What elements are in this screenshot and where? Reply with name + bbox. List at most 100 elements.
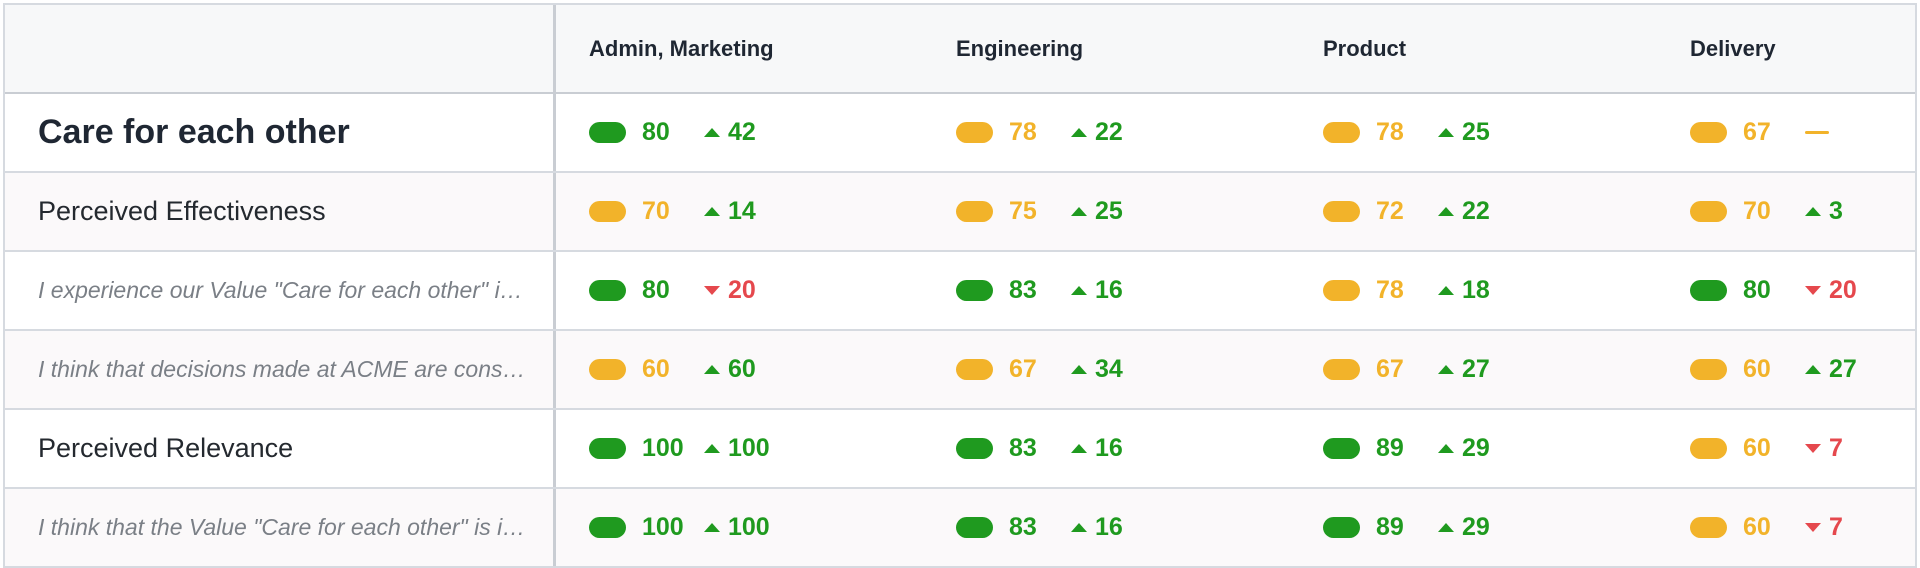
status-pill-icon [1690,122,1727,143]
delta-value: 29 [1462,513,1490,541]
score-value: 60 [642,355,670,383]
row-label-cell: I think that the Value "Care for each ot… [5,489,556,566]
status-pill-icon [1323,359,1360,380]
trend-up-icon [1071,444,1087,453]
status-pill-icon [956,359,993,380]
table-row[interactable]: I think that the Value "Care for each ot… [5,489,1915,568]
header-label-cell [5,5,556,92]
delta-value: 27 [1829,355,1857,383]
column-header-label: Product [1323,35,1407,61]
score-cell: 60 60 [556,331,923,408]
score-value: 89 [1376,434,1404,462]
score-cell: 100 100 [556,489,923,566]
score-cell: 60 7 [1657,410,1920,487]
score-value: 67 [1743,118,1771,146]
score-value: 67 [1376,355,1404,383]
table-row[interactable]: Perceived Effectiveness 70 14 75 25 72 22 70 3 [5,173,1915,252]
column-header[interactable]: Product [1290,5,1657,92]
trend-down-icon [1805,444,1821,453]
trend-up-icon [704,207,720,216]
status-pill-icon [589,517,626,538]
question-label: I think that the Value "Care for each ot… [38,514,529,540]
column-header[interactable]: Engineering [923,5,1290,92]
score-value: 100 [642,513,684,541]
delta-value: 42 [728,118,756,146]
score-value: 70 [642,197,670,225]
trend-delta: 14 [704,197,756,226]
status-pill-icon [1690,517,1727,538]
trend-up-icon [1438,523,1454,532]
trend-delta: 3 [1805,197,1843,226]
trend-up-icon [1071,365,1087,374]
table-row[interactable]: I think that decisions made at ACME are … [5,331,1915,410]
trend-delta: 100 [704,434,770,463]
score-value: 72 [1376,197,1404,225]
trend-up-icon [1438,365,1454,374]
trend-up-icon [1805,207,1821,216]
delta-value: 34 [1095,355,1123,383]
question-label: I think that decisions made at ACME are … [38,356,529,382]
score-cell: 89 29 [1290,410,1657,487]
table-row[interactable]: Care for each other 80 42 78 22 78 25 67 [5,94,1915,173]
score-value: 89 [1376,513,1404,541]
score-value: 83 [1009,276,1037,304]
table-row[interactable]: I experience our Value "Care for each ot… [5,252,1915,331]
score-value: 78 [1376,276,1404,304]
trend-delta: 34 [1071,355,1123,384]
score-value: 83 [1009,434,1037,462]
status-pill-icon [956,517,993,538]
column-header-label: Engineering [956,35,1084,61]
table-row[interactable]: Perceived Relevance 100 100 83 16 89 29 60 7 [5,410,1915,489]
trend-up-icon [1071,207,1087,216]
trend-down-icon [1805,523,1821,532]
score-cell: 70 3 [1657,173,1920,250]
score-value: 78 [1009,118,1037,146]
status-pill-icon [1323,201,1360,222]
trend-delta: 16 [1071,434,1123,463]
column-header[interactable]: Admin, Marketing [556,5,923,92]
row-cells: 70 14 75 25 72 22 70 3 [556,173,1920,250]
status-pill-icon [956,122,993,143]
delta-value: 16 [1095,434,1123,462]
delta-value: 100 [728,513,770,541]
score-value: 60 [1743,513,1771,541]
score-value: 75 [1009,197,1037,225]
row-label-cell: Care for each other [5,94,556,171]
score-cell: 67 34 [923,331,1290,408]
delta-value: 25 [1095,197,1123,225]
score-cell: 78 22 [923,94,1290,171]
score-cell: 80 42 [556,94,923,171]
trend-up-icon [704,444,720,453]
column-header[interactable]: Delivery [1657,5,1920,92]
row-cells: 100 100 83 16 89 29 60 7 [556,410,1920,487]
score-value: 100 [642,434,684,462]
delta-value: 14 [728,197,756,225]
delta-value: 22 [1462,197,1490,225]
trend-delta: 7 [1805,513,1843,542]
score-value: 80 [1743,276,1771,304]
status-pill-icon [589,438,626,459]
trend-delta: 42 [704,118,756,147]
status-pill-icon [1323,438,1360,459]
delta-value: 20 [728,276,756,304]
status-pill-icon [1323,280,1360,301]
trend-delta [1805,131,1829,134]
trend-delta: 25 [1071,197,1123,226]
no-change-dash-icon [1805,131,1829,134]
trend-down-icon [704,286,720,295]
score-cell: 83 16 [923,252,1290,329]
trend-up-icon [1438,444,1454,453]
score-cell: 83 16 [923,410,1290,487]
trend-delta: 25 [1438,118,1490,147]
trend-up-icon [704,523,720,532]
score-cell: 80 20 [556,252,923,329]
row-cells: 80 20 83 16 78 18 80 20 [556,252,1920,329]
score-cell: 70 14 [556,173,923,250]
trend-delta: 60 [704,355,756,384]
score-cell: 75 25 [923,173,1290,250]
status-pill-icon [956,438,993,459]
trend-delta: 7 [1805,434,1843,463]
status-pill-icon [589,280,626,301]
score-cell: 78 25 [1290,94,1657,171]
trend-up-icon [1071,286,1087,295]
